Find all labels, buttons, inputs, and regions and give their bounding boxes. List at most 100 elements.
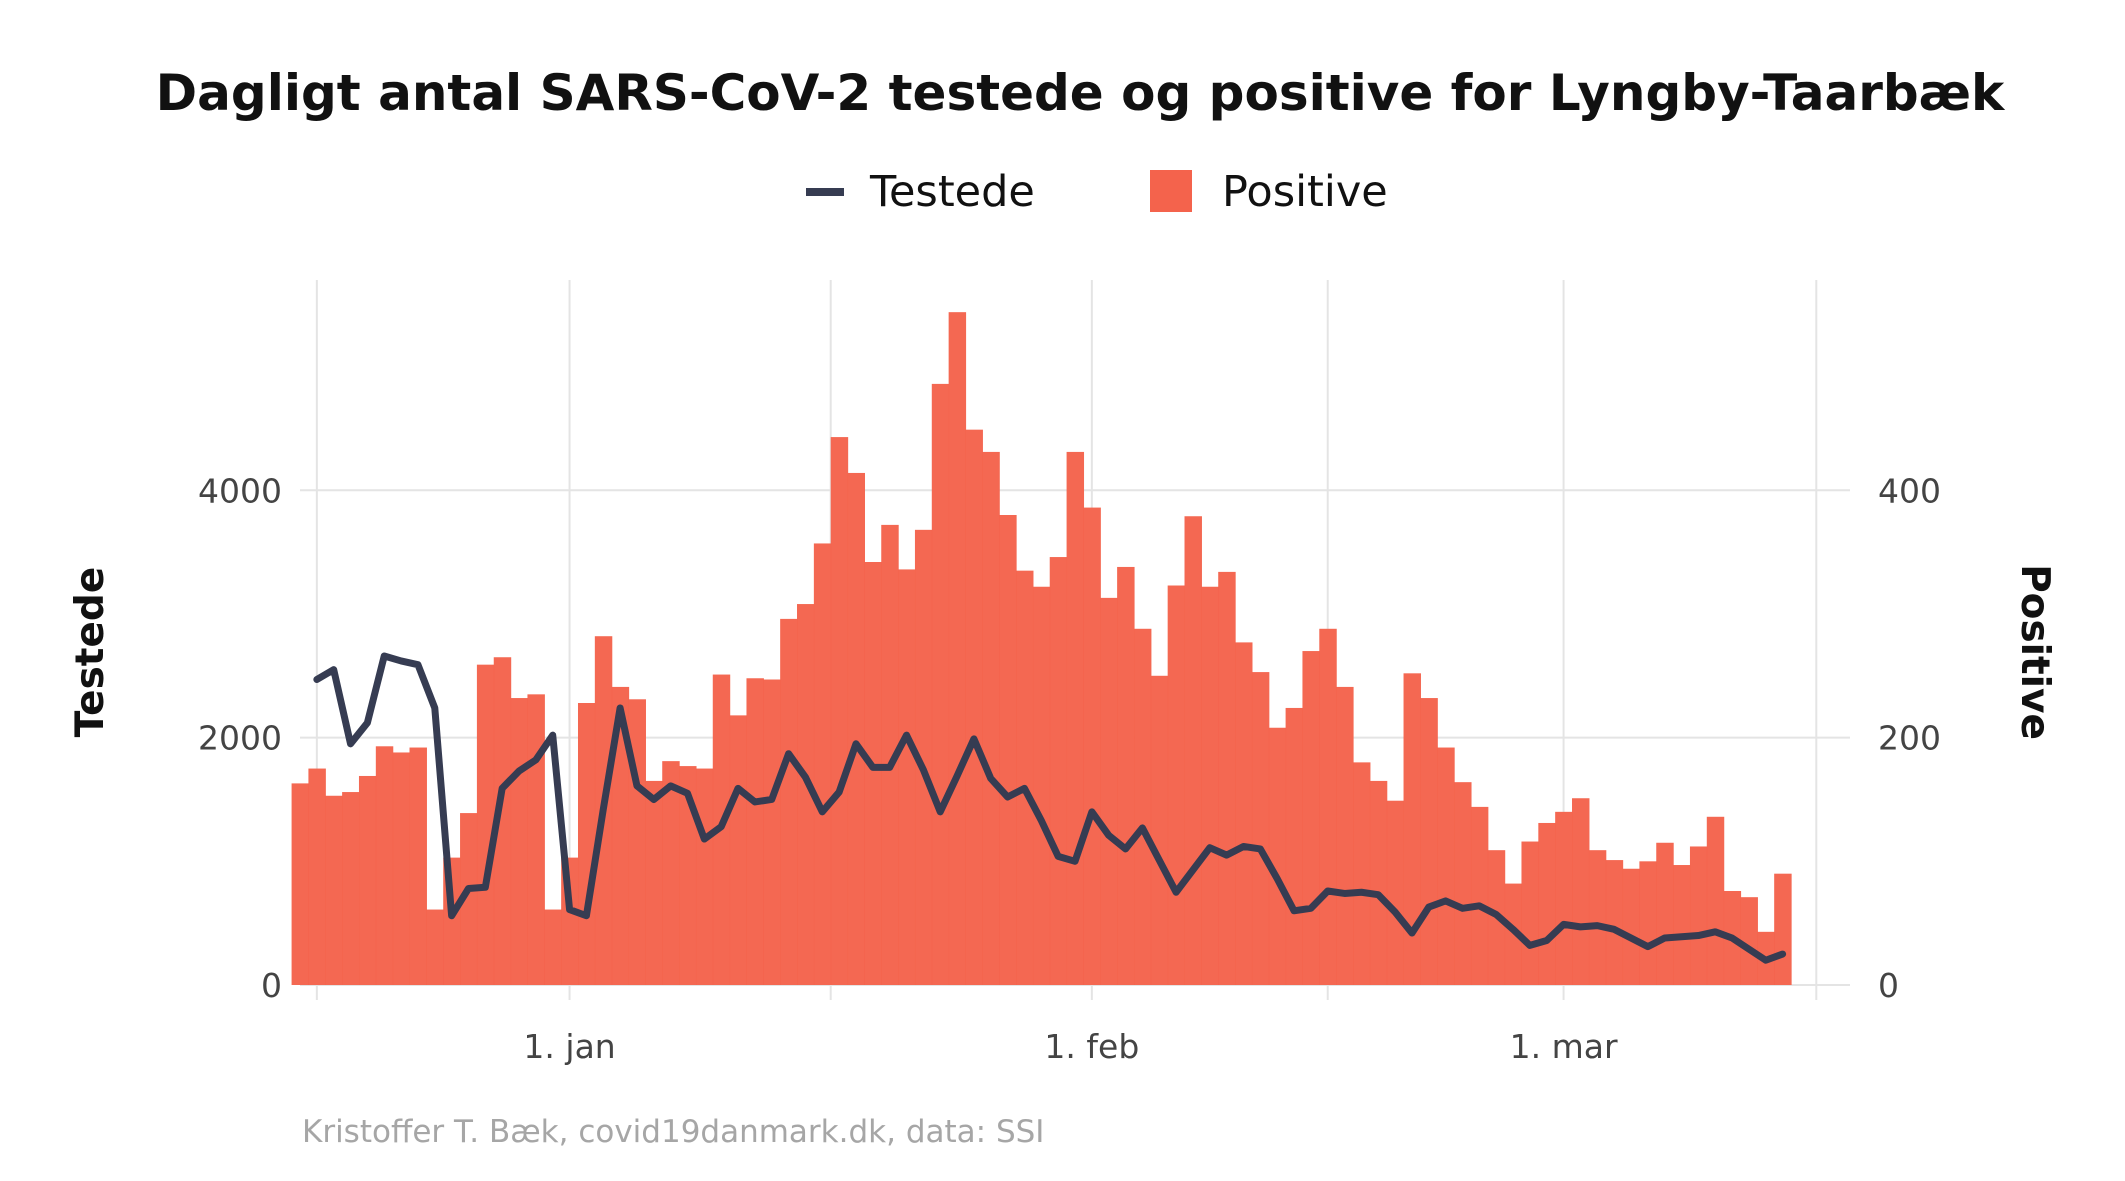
bar-positive — [864, 562, 882, 985]
bar-positive — [1302, 651, 1320, 985]
x-tick-label-0: 1. jan — [523, 1027, 615, 1066]
bar-positive — [1083, 507, 1101, 985]
bar-positive — [1673, 865, 1691, 985]
bar-positive — [1420, 698, 1438, 985]
bar-positive — [1470, 806, 1489, 985]
bar-positive — [914, 529, 933, 985]
bar-positive — [460, 813, 478, 985]
bar-positive — [476, 664, 495, 985]
bar-positive — [1774, 873, 1792, 985]
bar-positive — [746, 678, 764, 985]
bar-positive — [1689, 846, 1708, 985]
bar-positive — [1403, 673, 1421, 985]
y-axis-right-title: Positive — [2012, 564, 2057, 740]
bar-positive — [1369, 780, 1388, 985]
bar-positive — [375, 746, 394, 985]
bar-positive — [628, 699, 646, 985]
legend: Testede Positive — [806, 167, 1388, 217]
legend-bar-swatch — [1150, 170, 1192, 212]
bar-positive — [342, 792, 360, 985]
y-left-tick-label-1: 2000 — [198, 719, 282, 758]
bar-positive — [797, 604, 815, 985]
bar-positive — [1066, 451, 1085, 985]
bar-positive — [948, 312, 967, 985]
bar-positive — [1622, 868, 1640, 985]
bar-positive — [695, 768, 714, 985]
bar-positive — [308, 768, 326, 985]
caption: Kristoffer T. Bæk, covid19danmark.dk, da… — [302, 1114, 1044, 1150]
bar-positive — [1117, 566, 1135, 985]
bars-positive — [291, 312, 1792, 986]
bar-positive — [1049, 557, 1068, 985]
y-axis-left-ticks: 0 2000 4000 — [198, 471, 282, 1005]
bar-positive — [1588, 850, 1607, 985]
bar-positive — [1167, 585, 1186, 985]
bar-positive — [1656, 842, 1674, 985]
bar-positive — [409, 747, 427, 985]
bar-positive — [1184, 516, 1202, 985]
bar-positive — [1639, 861, 1657, 985]
bar-positive — [1235, 642, 1253, 985]
bar-positive — [1605, 860, 1624, 985]
bar-positive — [1319, 628, 1337, 985]
bar-positive — [1016, 570, 1034, 985]
bar-positive — [1285, 707, 1304, 985]
bar-positive — [1437, 747, 1455, 985]
bar-positive — [729, 715, 748, 985]
legend-line-swatch — [806, 188, 844, 196]
bar-positive — [493, 657, 512, 985]
bar-positive — [1336, 686, 1354, 985]
x-tick-label-2: 1. mar — [1510, 1027, 1618, 1066]
bar-positive — [999, 515, 1017, 985]
bar-positive — [965, 429, 983, 985]
y-right-tick-label-1: 200 — [1878, 719, 1941, 758]
bar-positive — [780, 618, 798, 985]
bar-positive — [1740, 897, 1758, 985]
bar-positive — [1133, 628, 1152, 985]
bar-positive — [881, 524, 899, 985]
bar-positive — [645, 780, 663, 985]
bar-positive — [1386, 800, 1405, 985]
bar-positive — [931, 383, 950, 985]
y-right-tick-label-0: 0 — [1878, 966, 1899, 1005]
bar-positive — [510, 698, 529, 985]
bar-positive — [813, 543, 832, 985]
bar-positive — [898, 569, 916, 985]
bar-positive — [1454, 782, 1472, 985]
y-axis-left-title: Testede — [68, 567, 113, 738]
bar-positive — [830, 437, 849, 986]
bar-positive — [1555, 811, 1573, 985]
bar-positive — [544, 909, 562, 985]
bar-positive — [1218, 571, 1236, 985]
y-axis-right-ticks: 0 200 400 — [1878, 471, 1941, 1005]
chart-title: Dagligt antal SARS-CoV-2 testede og posi… — [156, 64, 2006, 122]
legend-label-positive: Positive — [1222, 167, 1388, 217]
x-axis-ticks: 1. jan 1. feb 1. mar — [523, 1027, 1618, 1066]
bar-positive — [679, 766, 697, 985]
bar-positive — [1572, 798, 1590, 985]
bar-positive — [1538, 822, 1556, 985]
y-left-tick-label-2: 4000 — [198, 471, 282, 510]
bar-positive — [392, 752, 411, 985]
y-right-tick-label-2: 400 — [1878, 471, 1941, 510]
bar-positive — [1100, 597, 1118, 985]
line-testede — [313, 652, 1787, 964]
bar-positive — [1032, 586, 1051, 985]
bar-positive — [358, 775, 377, 985]
bar-positive — [426, 909, 444, 985]
bar-positive — [982, 451, 1000, 985]
legend-label-testede: Testede — [869, 167, 1035, 217]
bar-positive — [1251, 672, 1270, 985]
bar-positive — [1352, 762, 1371, 985]
bar-positive — [291, 783, 310, 985]
bar-positive — [847, 472, 865, 985]
bar-positive — [1521, 841, 1539, 985]
bar-positive — [662, 761, 680, 985]
bar-positive — [527, 694, 545, 985]
bar-positive — [611, 686, 630, 985]
bar-positive — [763, 679, 781, 985]
y-left-tick-label-0: 0 — [261, 966, 282, 1005]
bar-positive — [577, 703, 596, 985]
x-tick-label-1: 1. feb — [1044, 1027, 1139, 1066]
